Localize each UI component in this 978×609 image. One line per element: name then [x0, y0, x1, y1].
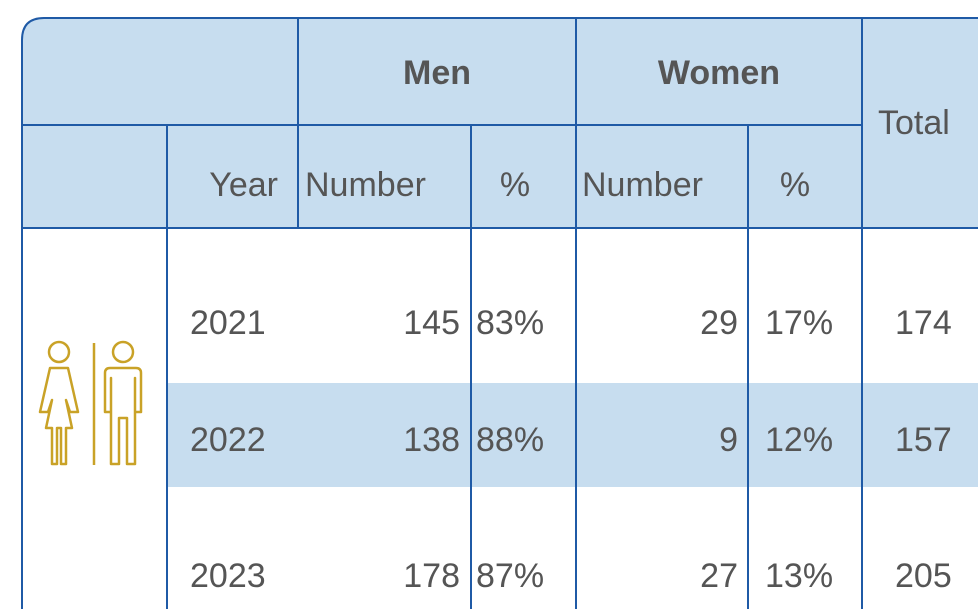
- cell: 13%: [765, 557, 833, 595]
- column-header: Number: [582, 166, 703, 204]
- restroom-icon: [38, 340, 143, 466]
- cell: 29: [700, 304, 738, 342]
- column-header: Number: [305, 166, 426, 204]
- group-header: Women: [658, 54, 780, 92]
- header-bg: [22, 18, 978, 228]
- cell: 27: [700, 557, 738, 595]
- cell: 88%: [476, 421, 544, 459]
- cell: 12%: [765, 421, 833, 459]
- cell: 138: [403, 421, 460, 459]
- cell: 157: [895, 421, 952, 459]
- cell: 2023: [190, 557, 266, 595]
- total-header: Total: [878, 104, 950, 142]
- cell: 83%: [476, 304, 544, 342]
- row-shade: [167, 383, 978, 487]
- column-header: %: [500, 166, 530, 204]
- cell: 2021: [190, 304, 266, 342]
- cell: 9: [719, 421, 738, 459]
- cell: 145: [403, 304, 460, 342]
- cell: 2022: [190, 421, 266, 459]
- cell: 178: [403, 557, 460, 595]
- outer-border: [21, 17, 978, 609]
- column-header: Year: [209, 166, 278, 204]
- group-header: Men: [403, 54, 471, 92]
- cell: 174: [895, 304, 952, 342]
- cell: 87%: [476, 557, 544, 595]
- column-header: %: [780, 166, 810, 204]
- cell: 205: [895, 557, 952, 595]
- cell: 17%: [765, 304, 833, 342]
